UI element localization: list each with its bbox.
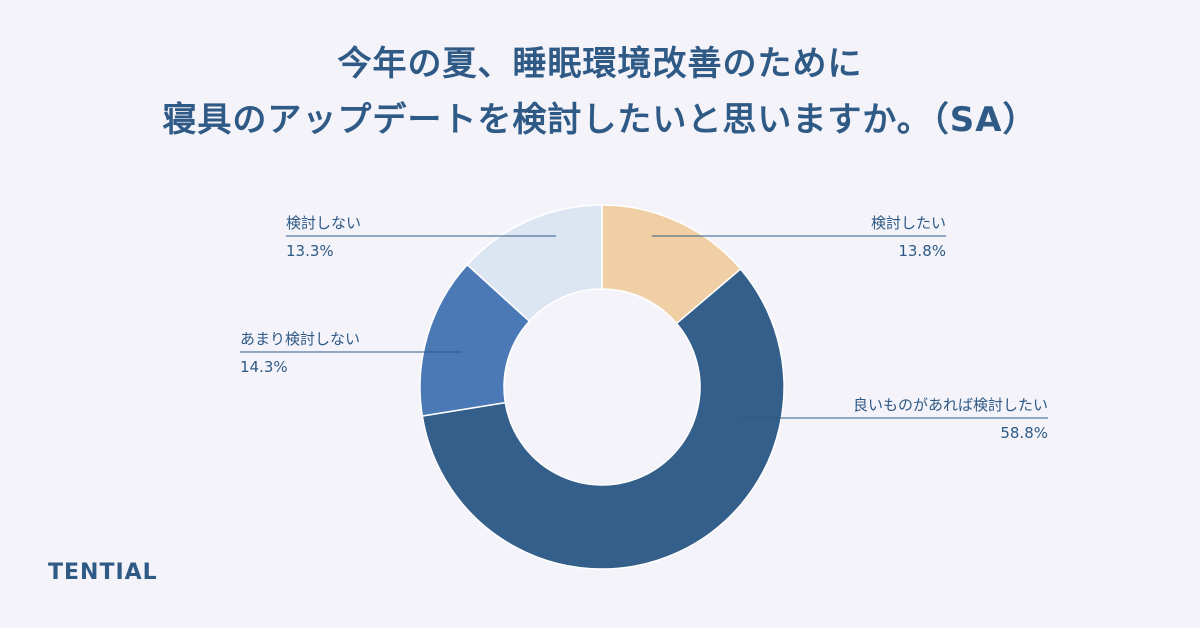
label-leader-lines	[240, 235, 1048, 419]
chart-title-line-1: 今年の夏、睡眠環境改善のために	[337, 44, 863, 84]
chart-title: 今年の夏、睡眠環境改善のために 寝具のアップデートを検討したいと思いますか。（S…	[0, 36, 1200, 148]
slice-value-label: 13.3%	[286, 242, 334, 260]
chart-title-line-2: 寝具のアップデートを検討したいと思いますか。（SA）	[162, 100, 1038, 140]
brand-logo: TENTIAL	[48, 560, 158, 585]
slice-value-label: 14.3%	[240, 358, 288, 376]
slice-value-label: 13.8%	[898, 242, 946, 260]
slice-label: 良いものがあれば検討したい	[853, 396, 1048, 414]
slice-value-label: 58.8%	[1000, 424, 1048, 442]
slice-label: あまり検討しない	[240, 330, 360, 348]
slice-labels: 検討したい 13.8% 良いものがあれば検討したい 58.8% あまり検討しない 14.3…	[240, 214, 1048, 442]
donut-slices	[419, 204, 785, 570]
slice-label: 検討したい	[871, 214, 946, 232]
slice-label: 検討しない	[286, 214, 361, 232]
donut-slice	[421, 267, 785, 570]
